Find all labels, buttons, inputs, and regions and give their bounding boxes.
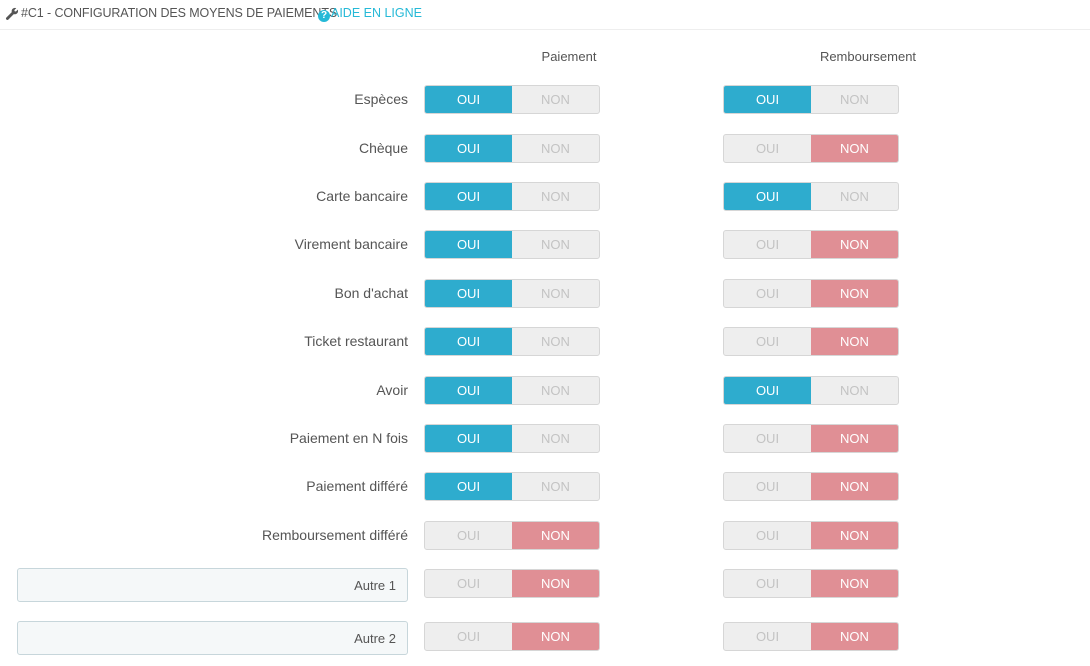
refund-switch[interactable]: OUI NON [723, 622, 899, 651]
payment-switch-non[interactable]: NON [541, 237, 570, 252]
refund-switch-oui[interactable]: OUI [724, 377, 811, 404]
payment-switch-oui[interactable]: OUI [456, 576, 481, 591]
wrench-icon [5, 7, 19, 20]
payment-switch-oui[interactable]: OUI [425, 183, 512, 210]
payment-switch-oui[interactable]: OUI [425, 377, 512, 404]
refund-switch[interactable]: OUI NON [723, 424, 899, 453]
payment-switch-non[interactable]: NON [541, 286, 570, 301]
payment-switch-non[interactable]: NON [541, 383, 570, 398]
refund-switch-oui[interactable]: OUI [755, 141, 780, 156]
refund-switch[interactable]: OUI NON [723, 134, 899, 163]
row-label: Paiement différé [306, 478, 408, 494]
payment-switch-oui[interactable]: OUI [425, 86, 512, 113]
help-link-label: AIDE EN LIGNE [331, 6, 422, 20]
refund-switch-non[interactable]: NON [811, 473, 898, 500]
column-header-payment: Paiement [541, 49, 597, 64]
refund-switch-oui[interactable]: OUI [724, 86, 811, 113]
refund-switch[interactable]: OUI NON [723, 279, 899, 308]
payment-switch-oui[interactable]: OUI [425, 280, 512, 307]
payment-switch[interactable]: OUI NON [424, 376, 600, 405]
payment-switch[interactable]: OUI NON [424, 622, 600, 651]
payment-switch-oui[interactable]: OUI [456, 629, 481, 644]
payment-switch-oui[interactable]: OUI [425, 135, 512, 162]
row-label: Remboursement différé [261, 527, 408, 543]
refund-switch-oui[interactable]: OUI [755, 528, 780, 543]
payment-switch-non[interactable]: NON [512, 623, 599, 650]
refund-switch[interactable]: OUI NON [723, 230, 899, 259]
row-label: Ticket restaurant [304, 333, 408, 349]
payment-switch-non[interactable]: NON [541, 141, 570, 156]
custom-method-input[interactable] [17, 568, 408, 602]
payment-switch-oui[interactable]: OUI [425, 473, 512, 500]
row-label: Bon d'achat [334, 285, 408, 301]
payment-switch[interactable]: OUI NON [424, 569, 600, 598]
payment-switch[interactable]: OUI NON [424, 279, 600, 308]
refund-switch[interactable]: OUI NON [723, 521, 899, 550]
help-link[interactable]: ? AIDE EN LIGNE [318, 6, 422, 22]
row-label: Chèque [358, 140, 408, 156]
refund-switch-non[interactable]: NON [811, 522, 898, 549]
panel-header: #C1 - CONFIGURATION DES MOYENS DE PAIEME… [0, 0, 1090, 30]
refund-switch-non[interactable]: NON [840, 383, 869, 398]
refund-switch-non[interactable]: NON [811, 570, 898, 597]
payment-switch-oui[interactable]: OUI [425, 231, 512, 258]
refund-switch[interactable]: OUI NON [723, 569, 899, 598]
payment-switch-non[interactable]: NON [512, 522, 599, 549]
page-title: #C1 - CONFIGURATION DES MOYENS DE PAIEME… [21, 6, 338, 20]
payment-switch[interactable]: OUI NON [424, 424, 600, 453]
payment-switch-oui[interactable]: OUI [425, 425, 512, 452]
refund-switch-non[interactable]: NON [811, 135, 898, 162]
refund-switch[interactable]: OUI NON [723, 376, 899, 405]
payment-switch[interactable]: OUI NON [424, 182, 600, 211]
payment-switch-non[interactable]: NON [541, 189, 570, 204]
payment-switch-non[interactable]: NON [541, 92, 570, 107]
payment-switch[interactable]: OUI NON [424, 230, 600, 259]
payment-switch-non[interactable]: NON [541, 479, 570, 494]
refund-switch[interactable]: OUI NON [723, 472, 899, 501]
refund-switch-non[interactable]: NON [840, 92, 869, 107]
refund-switch[interactable]: OUI NON [723, 182, 899, 211]
row-label: Carte bancaire [316, 188, 408, 204]
refund-switch-non[interactable]: NON [811, 425, 898, 452]
payment-switch-oui[interactable]: OUI [456, 528, 481, 543]
payment-switch-non[interactable]: NON [541, 334, 570, 349]
payment-switch[interactable]: OUI NON [424, 134, 600, 163]
refund-switch-non[interactable]: NON [811, 231, 898, 258]
refund-switch-oui[interactable]: OUI [724, 183, 811, 210]
refund-switch-oui[interactable]: OUI [755, 431, 780, 446]
payment-switch-non[interactable]: NON [512, 570, 599, 597]
payment-switch[interactable]: OUI NON [424, 85, 600, 114]
payment-switch-oui[interactable]: OUI [425, 328, 512, 355]
refund-switch-non[interactable]: NON [811, 328, 898, 355]
row-label: Paiement en N fois [289, 430, 408, 446]
refund-switch-non[interactable]: NON [811, 280, 898, 307]
refund-switch-non[interactable]: NON [811, 623, 898, 650]
row-label: Avoir [376, 382, 408, 398]
refund-switch-oui[interactable]: OUI [755, 237, 780, 252]
column-header-refund: Remboursement [819, 49, 917, 64]
question-circle-icon: ? [318, 10, 330, 22]
refund-switch-oui[interactable]: OUI [755, 629, 780, 644]
row-label: Espèces [354, 91, 408, 107]
custom-method-input[interactable] [17, 621, 408, 655]
refund-switch-oui[interactable]: OUI [755, 334, 780, 349]
refund-switch-oui[interactable]: OUI [755, 479, 780, 494]
payment-switch[interactable]: OUI NON [424, 521, 600, 550]
refund-switch-oui[interactable]: OUI [755, 576, 780, 591]
refund-switch-oui[interactable]: OUI [755, 286, 780, 301]
payment-switch[interactable]: OUI NON [424, 472, 600, 501]
refund-switch[interactable]: OUI NON [723, 85, 899, 114]
payment-switch[interactable]: OUI NON [424, 327, 600, 356]
refund-switch[interactable]: OUI NON [723, 327, 899, 356]
payment-switch-non[interactable]: NON [541, 431, 570, 446]
row-label: Virement bancaire [294, 236, 408, 252]
refund-switch-non[interactable]: NON [840, 189, 869, 204]
